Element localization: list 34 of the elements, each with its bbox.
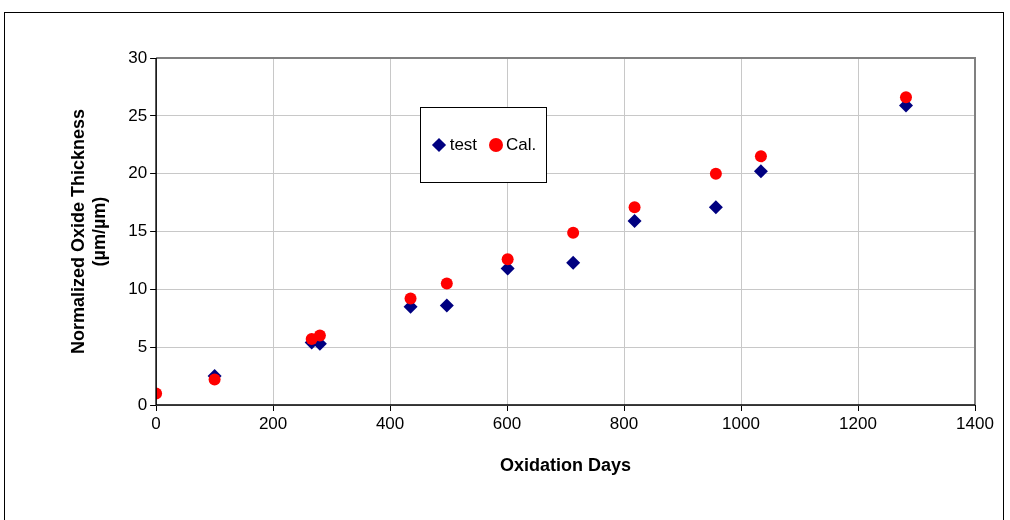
point (899, 91, 912, 104)
point (404, 292, 417, 305)
y-tick-label: 10 (128, 279, 148, 299)
y-tick-label: 15 (128, 221, 148, 241)
point (501, 253, 514, 266)
y-tick-label: 30 (128, 47, 148, 67)
x-tick-label: 600 (492, 413, 522, 433)
point (627, 214, 642, 229)
y-axis-title: Normalized Oxide Thickness (µm/µm) (67, 108, 110, 355)
x-tick-label: 1000 (722, 413, 760, 433)
y-tick-label: 0 (137, 394, 148, 414)
point (709, 167, 722, 180)
y-tick-label: 20 (128, 163, 148, 183)
legend-label: Cal. (506, 135, 537, 155)
point (567, 226, 580, 239)
point (439, 298, 454, 313)
point (313, 329, 326, 342)
point (440, 277, 453, 290)
legend-label: test (449, 135, 478, 155)
x-tick-label: 400 (375, 413, 405, 433)
point (753, 164, 768, 179)
point (754, 150, 767, 163)
x-tick-label: 0 (151, 413, 161, 433)
x-tick-label: 1200 (839, 413, 877, 433)
x-tick-label: 800 (609, 413, 639, 433)
y-tick-label: 5 (137, 336, 148, 356)
x-axis-title: Oxidation Days (500, 455, 632, 476)
point (708, 200, 723, 215)
y-tick-label: 25 (128, 105, 148, 125)
point (628, 201, 641, 214)
point (566, 255, 581, 270)
x-tick-label: 1400 (956, 413, 994, 433)
x-tick-label: 200 (258, 413, 288, 433)
point (208, 373, 221, 386)
